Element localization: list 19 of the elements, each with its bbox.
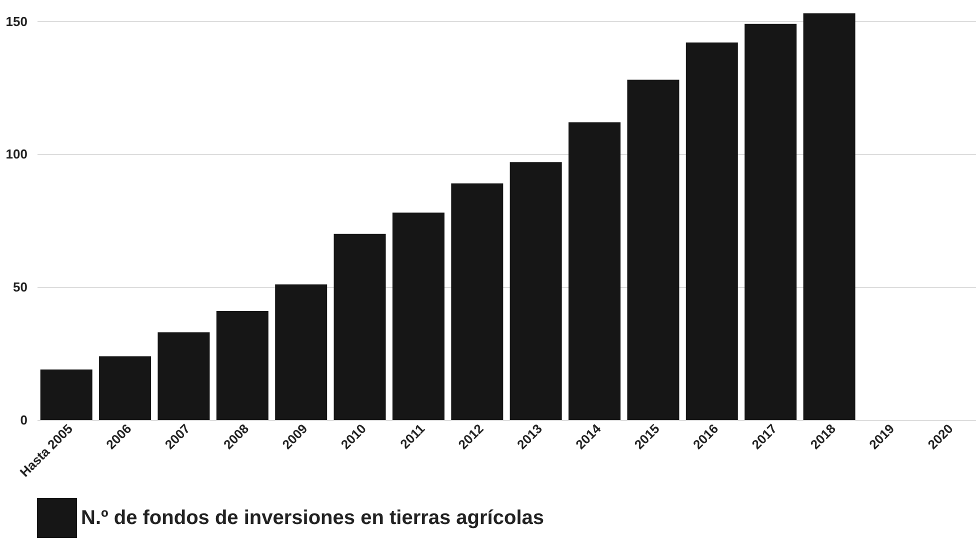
y-tick-label: 100 xyxy=(6,146,28,162)
legend-label: N.º de fondos de inversiones en tierras agrícolas xyxy=(81,507,544,529)
y-tick-label: 50 xyxy=(13,280,28,295)
bar xyxy=(334,234,386,420)
bar xyxy=(40,369,92,420)
y-tick-label: 0 xyxy=(20,412,28,428)
bar xyxy=(686,42,738,420)
bar xyxy=(627,80,680,420)
bar xyxy=(99,356,152,420)
bar xyxy=(158,332,210,420)
bar xyxy=(803,13,856,420)
bar xyxy=(510,162,562,420)
bar xyxy=(451,183,504,420)
bar xyxy=(568,122,621,420)
bar xyxy=(744,24,797,420)
bar xyxy=(392,212,444,420)
bar xyxy=(216,311,268,420)
y-tick-label: 150 xyxy=(6,14,28,29)
bar xyxy=(275,284,328,420)
